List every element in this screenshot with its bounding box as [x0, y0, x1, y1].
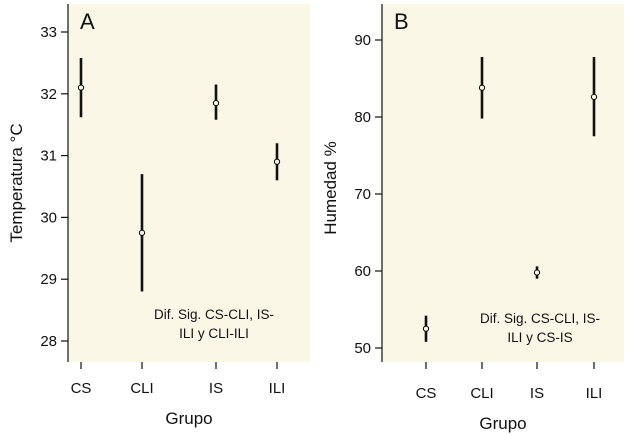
panel-a-mean-point-cli — [138, 229, 146, 236]
panel-b-letter: B — [394, 9, 409, 34]
panel-a-annotation-line-2: ILI y CLI-ILI — [179, 326, 249, 341]
panel-b-x-tick-label: ILI — [586, 385, 603, 402]
panel-a-y-tick-label: 30 — [40, 209, 57, 226]
panel-a-y-tick-label: 32 — [40, 86, 57, 103]
panel-b-annotation-line-2: ILI y CS-IS — [507, 330, 572, 345]
panel-a-x-tick-label: ILI — [269, 380, 286, 397]
panel-b-mean-point-cs — [422, 325, 430, 332]
panel-b-annotation-line-1: Dif. Sig. CS-CLI, IS- — [480, 311, 600, 326]
panel-a-letter: A — [80, 9, 95, 34]
panel-a-mean-point-is — [212, 99, 220, 107]
panel-b-y-axis-title: Humedad % — [321, 141, 340, 235]
panel-a-y-tick-label: 29 — [40, 271, 57, 288]
panel-b-plot-area — [382, 4, 624, 362]
panel-a-mean-point-cs — [77, 84, 85, 91]
panel-a-x-tick-label: CS — [71, 380, 92, 397]
panel-a-x-tick-label: CLI — [130, 380, 153, 397]
panel-b-mean-point-ili — [590, 93, 598, 101]
panel-b-x-tick-label: CLI — [470, 385, 493, 402]
panel-a-mean-point-ili — [273, 158, 281, 165]
panel-b-x-tick-label: CS — [416, 385, 437, 402]
panel-b-y-tick-label: 70 — [354, 186, 371, 203]
panel-a-annotation-line-1: Dif. Sig. CS-CLI, IS- — [154, 307, 274, 322]
panel-a-x-axis-title: Grupo — [165, 409, 212, 428]
panel-b-y-tick-label: 60 — [354, 263, 371, 280]
panel-b-y-tick-label: 90 — [354, 32, 371, 49]
panel-b-mean-point-cli — [478, 84, 486, 91]
panel-b-mean-point-is — [533, 269, 541, 276]
panel-b-y-tick-label: 50 — [354, 340, 371, 357]
panel-a-y-axis-title: Temperatura °C — [7, 123, 26, 242]
panel-b-y-tick-label: 80 — [354, 109, 371, 126]
panel-a-y-tick-label: 31 — [40, 148, 57, 165]
panel-b-x-axis-title: Grupo — [479, 414, 526, 433]
panel-b-x-tick-label: IS — [530, 385, 544, 402]
panel-a-y-tick-label: 28 — [40, 333, 57, 350]
panel-a-y-tick-label: 33 — [40, 24, 57, 41]
panel-a: A 28 29 30 31 32 33 CS CLI IS ILI Grupo Temperat… — [7, 4, 310, 428]
panel-a-plot-area — [68, 4, 310, 362]
panel-a-x-tick-label: IS — [209, 380, 223, 397]
